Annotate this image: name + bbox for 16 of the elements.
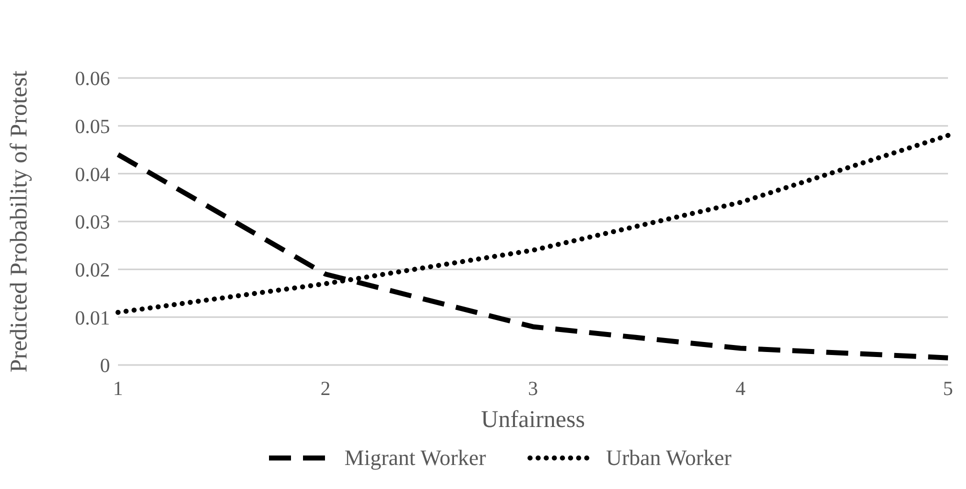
legend-label: Migrant Worker [344, 445, 486, 471]
y-tick-label: 0.05 [75, 116, 110, 138]
x-axis-title: Unfairness [481, 407, 585, 434]
y-axis-title: Predicted Probability of Protest [6, 70, 33, 372]
x-tick-label: 3 [528, 378, 538, 400]
x-tick-label: 4 [736, 378, 746, 400]
y-tick-label: 0.03 [75, 212, 110, 234]
y-tick-label: 0.04 [75, 164, 110, 186]
y-tick-label: 0.06 [75, 68, 110, 90]
x-tick-label: 2 [320, 378, 330, 400]
x-tick-label: 1 [113, 378, 123, 400]
legend-label: Urban Worker [606, 445, 732, 471]
y-tick-label: 0.02 [75, 259, 110, 282]
y-tick-label: 0.01 [75, 307, 110, 330]
x-tick-label: 5 [943, 378, 953, 400]
y-tick-label: 0 [100, 355, 110, 378]
